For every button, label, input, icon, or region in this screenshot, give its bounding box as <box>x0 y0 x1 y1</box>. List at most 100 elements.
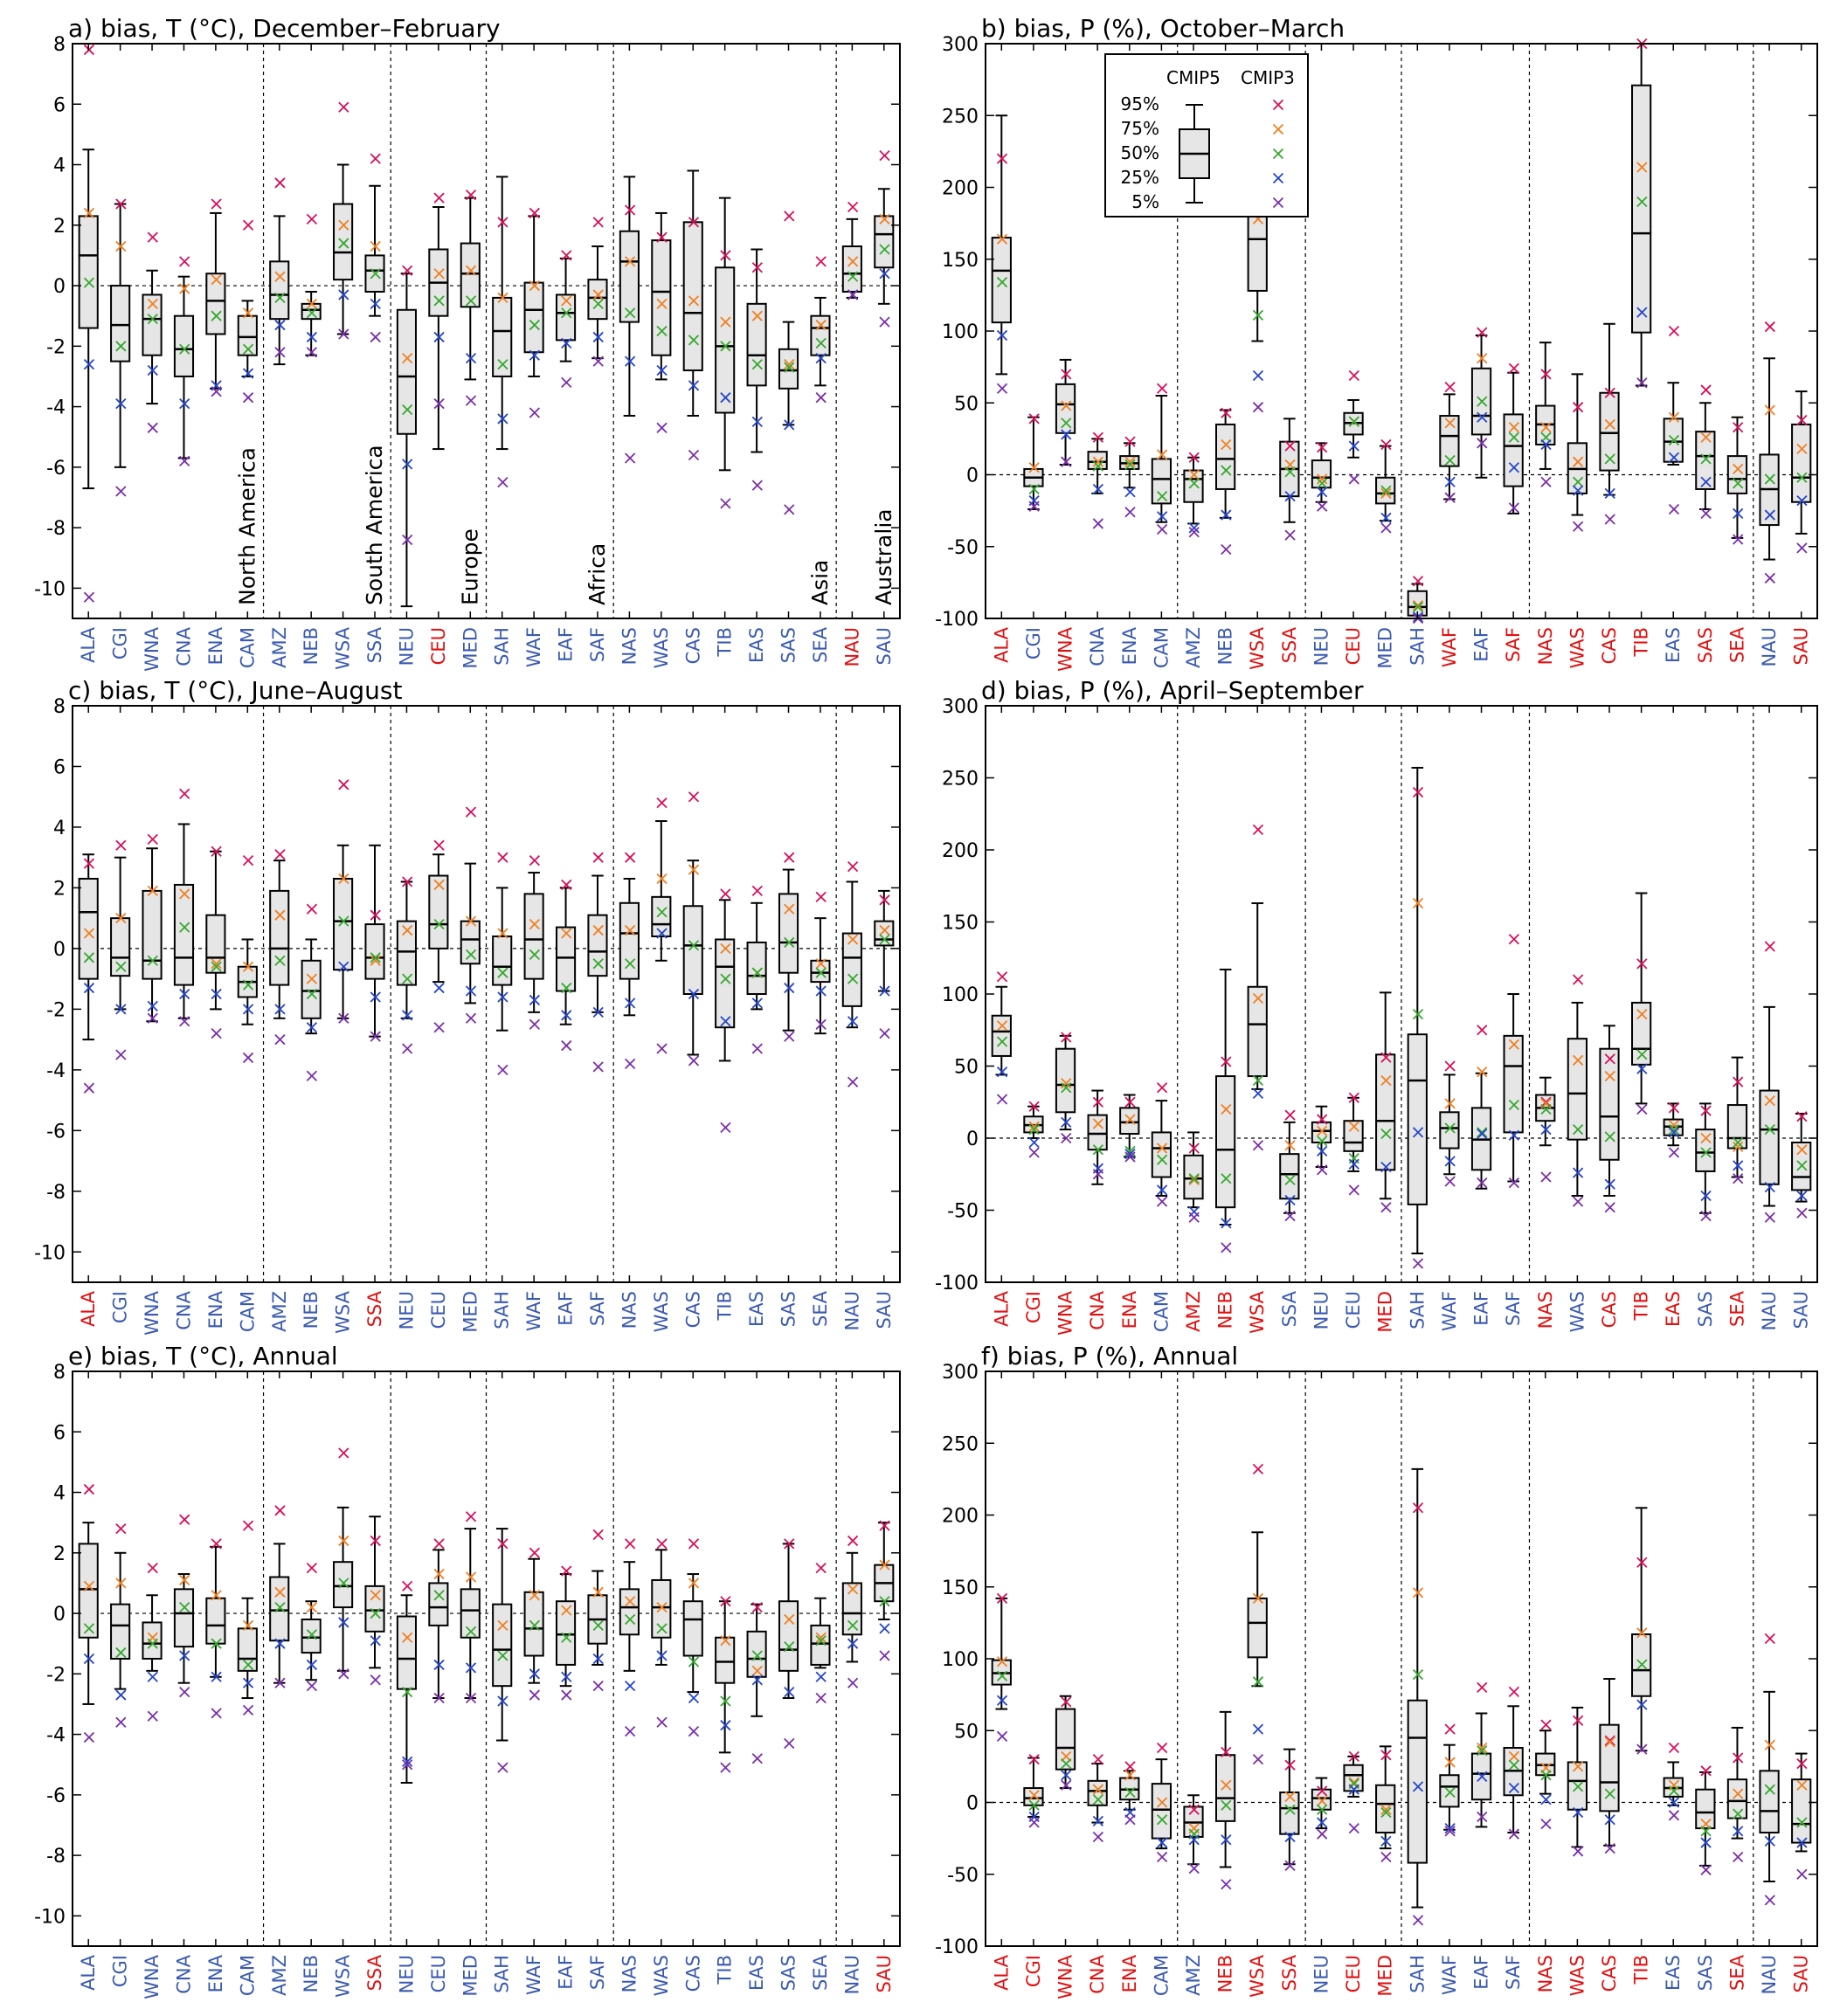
box-iqr <box>110 285 131 362</box>
region-label: SEA <box>810 1954 831 1991</box>
region-label: NAS <box>619 627 640 665</box>
cmip3-p95 <box>1348 1092 1359 1103</box>
cmip3-p5 <box>179 1016 190 1027</box>
cmip3-p5 <box>1252 402 1264 413</box>
cmip3-p5 <box>179 455 190 467</box>
cmip3-p50 <box>179 1601 190 1613</box>
cmip3-p95 <box>1796 1757 1808 1770</box>
cmip3-p95 <box>1317 442 1328 453</box>
box-WNA <box>1055 1032 1076 1144</box>
box-NAS <box>1535 1076 1556 1183</box>
cmip3-p50 <box>433 295 445 307</box>
box-iqr <box>587 279 608 321</box>
box-SSA <box>364 1515 385 1686</box>
cmip3-p75 <box>751 310 763 321</box>
cmip3-p95 <box>83 1483 95 1495</box>
cmip3-p75 <box>497 928 508 939</box>
cmip3-p5 <box>242 1704 254 1716</box>
box-iqr <box>428 1582 449 1626</box>
box-iqr <box>841 245 862 293</box>
cmip3-p75 <box>242 1619 254 1632</box>
cmip3-p50 <box>179 922 190 933</box>
cmip3-p25 <box>592 1653 604 1665</box>
cmip3-p50 <box>1156 491 1168 502</box>
cmip3-p5 <box>1668 1810 1680 1821</box>
cmip3-p25 <box>1061 1770 1072 1781</box>
cmip3-p5 <box>1188 1212 1200 1223</box>
y-tick-label: -50 <box>947 537 979 559</box>
cmip3-p75 <box>402 924 413 936</box>
region-label: EAS <box>1663 1955 1684 1991</box>
y-tick-label: -8 <box>46 1846 66 1868</box>
cmip3-p5 <box>688 449 700 461</box>
box-NEU <box>1311 1105 1332 1176</box>
box-SAU <box>1791 1752 1812 1880</box>
cmip3-p75 <box>1124 1114 1136 1125</box>
box-CEU <box>428 1538 449 1704</box>
cmip3-p50 <box>1156 1154 1168 1165</box>
y-tick-label: -50 <box>947 1201 979 1223</box>
cmip3-p95 <box>1636 958 1648 970</box>
cmip3-p25 <box>465 353 477 364</box>
cmip3-p25 <box>1028 1136 1040 1149</box>
cmip3-p25 <box>242 1677 254 1688</box>
region-label: NAU <box>1759 627 1780 666</box>
box-SAH <box>1407 766 1428 1269</box>
cmip3-p75 <box>1604 1070 1615 1082</box>
continent-label: North America <box>235 447 260 605</box>
cmip3-p75 <box>433 879 445 891</box>
box-CGI <box>1023 413 1044 512</box>
cmip3-p95 <box>720 888 731 900</box>
box-TIB <box>715 888 736 1133</box>
cmip3-p95 <box>1444 1060 1456 1072</box>
region-label: SAU <box>1791 1291 1812 1329</box>
region-label: WAS <box>651 1955 672 1996</box>
cmip3-p95 <box>688 791 700 803</box>
cmip3-p95 <box>147 231 158 243</box>
box-NAS <box>619 176 640 464</box>
cmip3-p50 <box>274 1601 286 1613</box>
cmip3-p25 <box>242 1004 254 1015</box>
legend-level-label: 25% <box>1121 167 1159 188</box>
region-label: WAF <box>523 627 544 667</box>
cmip3-p75 <box>402 1632 413 1643</box>
box-iqr <box>810 1624 831 1666</box>
cmip3-p5 <box>1028 1147 1040 1158</box>
cmip3-p25 <box>370 298 381 309</box>
cmip3-p95 <box>1733 1752 1744 1764</box>
cmip3-p95 <box>211 198 222 210</box>
cmip3-p25 <box>996 1695 1008 1706</box>
cmip3-p5 <box>402 534 413 546</box>
box-AMZ <box>269 1505 290 1688</box>
cmip3-p25 <box>1221 1218 1232 1229</box>
cmip3-p25 <box>306 331 318 343</box>
cmip3-p25 <box>211 1671 222 1682</box>
cmip3-p25 <box>147 364 158 376</box>
cmip3-p5 <box>465 395 477 406</box>
cmip3-p5 <box>1540 1171 1552 1183</box>
cmip3-p75 <box>1284 1791 1296 1803</box>
cmip3-p75 <box>115 240 127 252</box>
region-label: SAS <box>778 1955 799 1991</box>
box-NEB <box>301 903 322 1081</box>
region-label: CAS <box>682 627 703 664</box>
cmip3-p95 <box>1092 1096 1104 1108</box>
cmip3-p95 <box>1156 383 1168 394</box>
cmip3-p5 <box>274 347 286 358</box>
cmip3-p50 <box>1252 1074 1264 1087</box>
box-iqr <box>523 893 544 980</box>
cmip3-p75 <box>1540 422 1552 433</box>
region-label: ENA <box>205 1954 226 1992</box>
region-label: WAS <box>1567 627 1588 668</box>
cmip3-p75 <box>306 1601 318 1613</box>
cmip3-p5 <box>592 1061 604 1073</box>
box-CAS <box>682 1538 703 1737</box>
legend: CMIP5 CMIP3 95% 75% 50% 25% 5% <box>1104 53 1309 217</box>
cmip3-p75 <box>529 1590 540 1601</box>
region-label: SAS <box>1695 1291 1716 1327</box>
cmip3-p50 <box>656 325 668 337</box>
cmip3-p25 <box>624 356 636 367</box>
box-iqr <box>555 926 577 992</box>
box-CEU <box>1343 1092 1364 1196</box>
cmip3-p25 <box>1764 1835 1775 1847</box>
